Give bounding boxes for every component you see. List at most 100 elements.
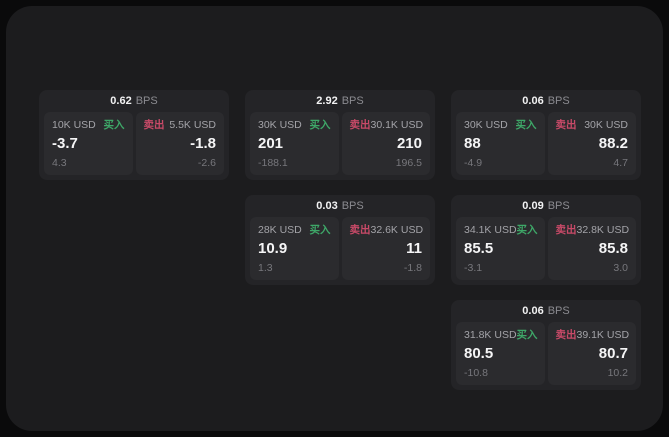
quote-card: 0.09 BPS 34.1K USD 买入 85.5 -3.1 卖出 32.8K…	[451, 195, 641, 285]
spread-header: 0.62 BPS	[39, 90, 229, 112]
sell-quote-panel[interactable]: 卖出 32.8K USD 85.8 3.0	[547, 217, 636, 280]
sell-panel-top: 卖出 30K USD	[556, 119, 629, 132]
buy-amount: 10K USD	[52, 119, 96, 131]
sell-panel-top: 卖出 39.1K USD	[555, 329, 630, 342]
sell-side-label: 卖出	[349, 224, 371, 236]
buy-side-label: 买入	[103, 119, 125, 131]
sell-side-label: 卖出	[349, 119, 371, 131]
sell-amount: 32.8K USD	[576, 224, 630, 236]
app-background: 0.62 BPS 10K USD 买入 -3.7 4.3 卖出 5.5K USD	[6, 6, 663, 431]
buy-side-label: 买入	[516, 224, 538, 236]
sell-amount: 5.5K USD	[169, 119, 216, 131]
buy-change: -3.1	[464, 262, 483, 274]
sell-amount: 30K USD	[584, 119, 628, 131]
buy-quote-panel[interactable]: 28K USD 买入 10.9 1.3	[250, 217, 339, 280]
buy-panel-top: 31.8K USD 买入	[464, 329, 538, 342]
sell-quote-panel[interactable]: 卖出 5.5K USD -1.8 -2.6	[135, 112, 224, 175]
buy-quote-panel[interactable]: 31.8K USD 买入 80.5 -10.8	[456, 322, 545, 385]
buy-change: 4.3	[52, 157, 67, 169]
sell-quote-panel[interactable]: 卖出 30K USD 88.2 4.7	[547, 112, 636, 175]
spread-header: 2.92 BPS	[245, 90, 435, 112]
buy-side-label: 买入	[309, 119, 331, 131]
spread-unit: BPS	[341, 95, 364, 107]
sell-panel-top: 卖出 30.1K USD	[349, 119, 424, 132]
buy-price: -3.7	[52, 135, 78, 152]
quote-panels: 31.8K USD 买入 80.5 -10.8 卖出 39.1K USD 80.…	[456, 322, 636, 385]
sell-amount: 32.6K USD	[370, 224, 424, 236]
quote-panels: 28K USD 买入 10.9 1.3 卖出 32.6K USD 11 -1.8	[250, 217, 430, 280]
buy-quote-panel[interactable]: 34.1K USD 买入 85.5 -3.1	[456, 217, 545, 280]
buy-amount: 34.1K USD	[464, 224, 517, 236]
spread-unit: BPS	[547, 95, 570, 107]
spread-unit: BPS	[547, 200, 570, 212]
spread-header: 0.09 BPS	[451, 195, 641, 217]
sell-quote-panel[interactable]: 卖出 32.6K USD 11 -1.8	[341, 217, 430, 280]
quote-card: 0.03 BPS 28K USD 买入 10.9 1.3 卖出 32.6K US…	[245, 195, 435, 285]
sell-price: 11	[406, 240, 422, 257]
buy-quote-panel[interactable]: 10K USD 买入 -3.7 4.3	[44, 112, 133, 175]
buy-amount: 28K USD	[258, 224, 302, 236]
buy-price: 85.5	[464, 240, 494, 257]
buy-panel-top: 30K USD 买入	[464, 119, 537, 132]
spread-value: 2.92	[316, 95, 338, 107]
buy-change: -10.8	[464, 367, 488, 379]
buy-side-label: 买入	[516, 329, 538, 341]
sell-side-label: 卖出	[555, 224, 577, 236]
sell-change: 4.7	[613, 157, 628, 169]
sell-change: -1.8	[403, 262, 422, 274]
quote-panels: 34.1K USD 买入 85.5 -3.1 卖出 32.8K USD 85.8…	[456, 217, 636, 280]
spread-header: 0.06 BPS	[451, 90, 641, 112]
sell-change: 10.2	[607, 367, 628, 379]
quote-panels: 30K USD 买入 88 -4.9 卖出 30K USD 88.2 4.7	[456, 112, 636, 175]
buy-panel-top: 28K USD 买入	[258, 224, 331, 237]
sell-side-label: 卖出	[555, 119, 577, 131]
sell-panel-top: 卖出 5.5K USD	[144, 119, 217, 132]
quote-card: 2.92 BPS 30K USD 买入 201 -188.1 卖出 30.1K …	[245, 90, 435, 180]
buy-price: 80.5	[464, 345, 494, 362]
sell-panel-top: 卖出 32.8K USD	[555, 224, 630, 237]
buy-quote-panel[interactable]: 30K USD 买入 201 -188.1	[250, 112, 339, 175]
spread-value: 0.06	[522, 305, 544, 317]
buy-panel-top: 10K USD 买入	[52, 119, 125, 132]
spread-header: 0.06 BPS	[451, 300, 641, 322]
buy-panel-top: 34.1K USD 买入	[464, 224, 538, 237]
buy-amount: 30K USD	[464, 119, 508, 131]
spread-unit: BPS	[341, 200, 364, 212]
quote-grid: 0.62 BPS 10K USD 买入 -3.7 4.3 卖出 5.5K USD	[39, 90, 641, 390]
buy-price: 10.9	[258, 240, 288, 257]
sell-price: 88.2	[598, 135, 628, 152]
spread-value: 0.62	[110, 95, 132, 107]
buy-change: 1.3	[258, 262, 273, 274]
sell-change: 196.5	[395, 157, 422, 169]
sell-side-label: 卖出	[143, 119, 165, 131]
buy-side-label: 买入	[515, 119, 537, 131]
buy-amount: 30K USD	[258, 119, 302, 131]
spread-value: 0.09	[522, 200, 544, 212]
quote-card: 0.06 BPS 31.8K USD 买入 80.5 -10.8 卖出 39.1…	[451, 300, 641, 390]
buy-price: 88	[464, 135, 481, 152]
quote-card: 0.06 BPS 30K USD 买入 88 -4.9 卖出 30K USD	[451, 90, 641, 180]
sell-price: 85.8	[598, 240, 628, 257]
buy-side-label: 买入	[309, 224, 331, 236]
sell-price: -1.8	[190, 135, 216, 152]
sell-amount: 30.1K USD	[370, 119, 424, 131]
sell-price: 210	[396, 135, 422, 152]
sell-side-label: 卖出	[555, 329, 577, 341]
buy-change: -188.1	[258, 157, 288, 169]
spread-header: 0.03 BPS	[245, 195, 435, 217]
spread-value: 0.03	[316, 200, 338, 212]
sell-quote-panel[interactable]: 卖出 39.1K USD 80.7 10.2	[547, 322, 636, 385]
buy-panel-top: 30K USD 买入	[258, 119, 331, 132]
buy-quote-panel[interactable]: 30K USD 买入 88 -4.9	[456, 112, 545, 175]
buy-amount: 31.8K USD	[464, 329, 517, 341]
quote-panels: 30K USD 买入 201 -188.1 卖出 30.1K USD 210 1…	[250, 112, 430, 175]
sell-quote-panel[interactable]: 卖出 30.1K USD 210 196.5	[341, 112, 430, 175]
sell-amount: 39.1K USD	[576, 329, 630, 341]
sell-change: 3.0	[613, 262, 628, 274]
buy-change: -4.9	[464, 157, 483, 169]
sell-panel-top: 卖出 32.6K USD	[349, 224, 424, 237]
sell-price: 80.7	[598, 345, 628, 362]
spread-unit: BPS	[547, 305, 570, 317]
spread-value: 0.06	[522, 95, 544, 107]
quote-panels: 10K USD 买入 -3.7 4.3 卖出 5.5K USD -1.8 -2.…	[44, 112, 224, 175]
